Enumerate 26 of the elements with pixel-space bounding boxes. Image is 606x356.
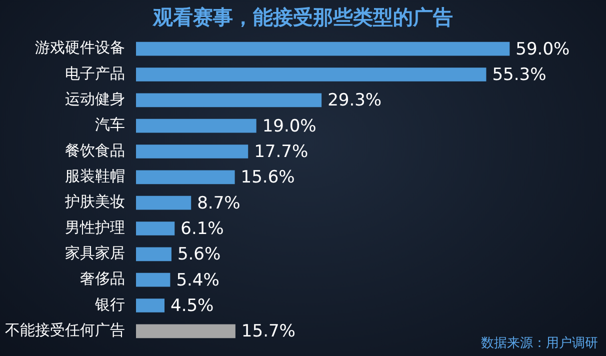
data-label: 59.0% — [516, 39, 570, 60]
y-tick-label: 银行 — [94, 295, 125, 314]
y-tick-label: 汽车 — [95, 116, 125, 134]
y-tick-label: 餐饮食品 — [65, 141, 125, 160]
y-tick-label: 男性护理 — [65, 218, 125, 236]
y-tick-label: 运动健身 — [65, 90, 125, 108]
y-tick-label: 家具家居 — [65, 244, 125, 262]
y-tick-label: 游戏硬件设备 — [35, 38, 125, 57]
data-label: 17.7% — [254, 142, 308, 162]
chart-title: 观看赛事，能接受那些类型的广告 — [152, 4, 454, 31]
y-tick-label: 电子产品 — [65, 64, 125, 82]
data-label: 55.3% — [492, 64, 546, 85]
annotation: 数据来源：用户调研 — [481, 335, 598, 352]
y-tick-label: 奢侈品 — [80, 270, 125, 288]
y-tick-label: 护肤美妆 — [64, 192, 125, 211]
data-label: 6.1% — [180, 218, 224, 239]
data-label: 5.4% — [176, 270, 220, 290]
data-label: 19.0% — [262, 116, 316, 136]
data-label: 15.7% — [241, 322, 296, 342]
data-label: 5.6% — [177, 244, 221, 265]
data-label: 4.5% — [170, 296, 214, 316]
data-label: 29.3% — [328, 90, 382, 111]
y-tick-label: 服装鞋帽 — [65, 167, 125, 186]
data-label: 8.7% — [197, 193, 240, 214]
y-tick-label: 不能接受任何广告 — [5, 321, 125, 340]
data-label: 15.6% — [240, 168, 295, 188]
